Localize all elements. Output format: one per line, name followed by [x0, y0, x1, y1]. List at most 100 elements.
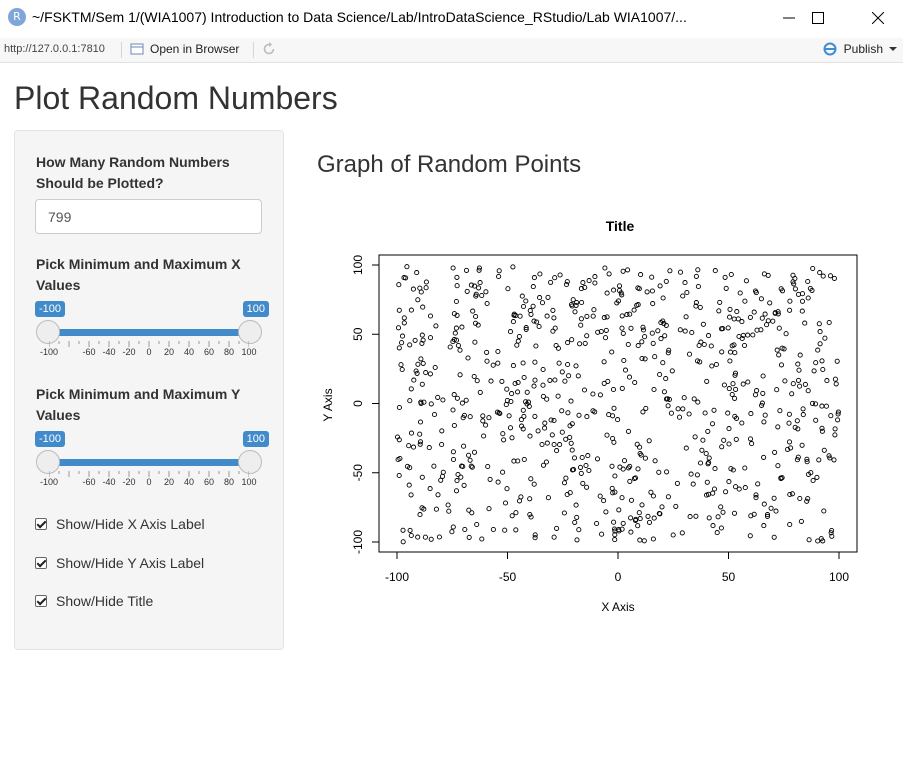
checkbox-title[interactable]: Show/Hide Title — [35, 593, 153, 609]
data-point — [578, 470, 584, 476]
data-point — [759, 402, 765, 408]
refresh-button[interactable] — [261, 41, 277, 60]
data-point — [542, 420, 548, 426]
maximize-button[interactable] — [795, 0, 841, 36]
data-point — [457, 347, 463, 353]
checkbox-y-axis-label[interactable]: Show/Hide Y Axis Label — [35, 555, 204, 571]
data-point — [531, 318, 537, 324]
x-max-handle[interactable] — [238, 320, 262, 344]
data-point — [535, 428, 541, 434]
data-point — [809, 400, 816, 406]
open-in-browser-button[interactable]: Open in Browser — [130, 42, 239, 56]
data-point — [483, 289, 489, 295]
data-point — [601, 498, 607, 504]
data-point — [828, 530, 834, 536]
data-point — [532, 359, 538, 365]
data-point — [457, 372, 463, 378]
data-point — [554, 448, 560, 454]
checkbox-checked[interactable] — [35, 595, 47, 607]
x-range-slider[interactable]: -100 100 -100 -60 -40 -20 0 20 40 60 80 100 — [35, 301, 269, 361]
close-button[interactable] — [855, 0, 901, 36]
data-point — [787, 307, 793, 313]
minimize-button[interactable] — [766, 0, 812, 36]
data-point — [686, 411, 692, 417]
data-point — [572, 519, 578, 525]
data-point — [562, 378, 568, 384]
data-point — [683, 314, 689, 320]
data-point — [822, 335, 828, 341]
y-min-handle[interactable] — [36, 450, 60, 474]
slider-tick-label: 80 — [223, 347, 235, 357]
data-point — [639, 339, 645, 345]
data-point — [762, 412, 768, 418]
data-point — [451, 311, 457, 317]
data-point — [775, 424, 781, 430]
data-point — [476, 265, 482, 271]
data-point — [816, 457, 822, 463]
data-point — [697, 460, 704, 466]
data-point — [797, 352, 803, 358]
viewer-toolbar: http://127.0.0.1:7810 Open in Browser Pu… — [0, 38, 903, 63]
data-point — [551, 315, 557, 321]
count-number-input[interactable]: 799 — [35, 199, 262, 234]
data-point — [693, 300, 699, 306]
data-point — [599, 531, 605, 537]
data-point — [619, 495, 625, 501]
data-point — [706, 515, 712, 521]
slider-tick-label: 60 — [203, 477, 215, 487]
data-point — [728, 466, 734, 472]
data-point — [566, 373, 572, 379]
data-point — [590, 391, 596, 397]
y-range-slider[interactable]: -100 100 -100 -60 -40 -20 0 20 40 60 80 100 — [35, 431, 269, 491]
data-point — [697, 304, 703, 310]
x-min-handle[interactable] — [36, 320, 60, 344]
data-point — [423, 285, 429, 291]
data-point — [616, 528, 622, 534]
data-point — [486, 506, 492, 512]
data-point — [612, 537, 618, 543]
data-point — [655, 328, 661, 334]
data-point — [449, 529, 455, 535]
data-point — [812, 401, 819, 407]
data-point — [555, 345, 561, 351]
data-point — [553, 342, 559, 349]
data-point — [832, 426, 838, 432]
data-point — [721, 437, 727, 443]
data-point — [732, 413, 738, 419]
publish-button[interactable]: Publish — [822, 42, 897, 56]
data-point — [501, 437, 507, 443]
data-point — [813, 360, 819, 366]
x-range-label: Pick Minimum and Maximum X Values — [36, 256, 241, 293]
data-point — [638, 452, 644, 458]
data-point — [532, 532, 538, 538]
data-point — [664, 396, 670, 402]
data-point — [521, 413, 527, 419]
data-point — [731, 316, 737, 322]
data-point — [584, 484, 590, 490]
data-point — [576, 527, 582, 533]
data-point — [565, 340, 571, 346]
checkbox-x-axis-label[interactable]: Show/Hide X Axis Label — [35, 516, 205, 532]
data-point — [474, 521, 480, 528]
data-point — [761, 454, 767, 460]
data-point — [552, 377, 558, 383]
data-point — [592, 409, 598, 415]
data-point — [400, 527, 406, 533]
data-point — [637, 516, 643, 522]
checkbox-label: Show/Hide X Axis Label — [56, 516, 205, 532]
x-tick-label: 100 — [829, 570, 849, 584]
data-point — [699, 447, 705, 453]
data-point — [569, 447, 575, 453]
data-point — [532, 535, 538, 541]
checkbox-checked[interactable] — [35, 518, 47, 530]
y-max-handle[interactable] — [238, 450, 262, 474]
data-point — [520, 303, 527, 310]
data-point — [616, 507, 622, 513]
checkbox-checked[interactable] — [35, 557, 47, 569]
open-in-browser-label: Open in Browser — [150, 42, 240, 56]
data-point — [641, 538, 647, 544]
data-point — [644, 289, 650, 295]
data-point — [669, 368, 675, 374]
data-point — [712, 268, 718, 274]
data-point — [650, 536, 656, 542]
